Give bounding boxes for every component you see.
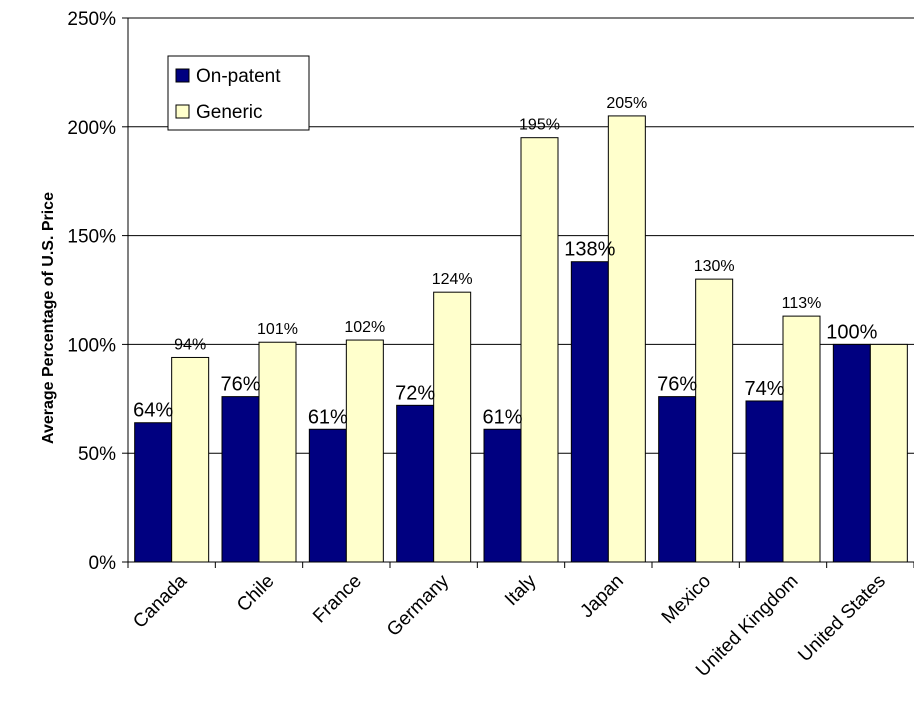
bar-on-patent-canada bbox=[134, 422, 173, 563]
bar-generic-united-kingdom bbox=[782, 315, 821, 563]
y-tick-label: 200% bbox=[67, 118, 116, 139]
data-label-generic-chile: 101% bbox=[257, 321, 298, 338]
data-label-on-patent-mexico: 76% bbox=[657, 374, 697, 396]
bar-on-patent-japan bbox=[570, 261, 609, 563]
bar-generic-mexico bbox=[695, 278, 734, 563]
x-tick-label-france: France bbox=[309, 571, 366, 628]
bar-on-patent-chile bbox=[221, 396, 260, 563]
x-tick-label-canada: Canada bbox=[129, 570, 191, 632]
bar-generic-italy bbox=[520, 137, 559, 563]
y-tick-label: 0% bbox=[89, 553, 117, 574]
data-label-on-patent-japan: 138% bbox=[564, 239, 615, 261]
x-tick-labels: Canada Chile France Germany Italy Japan Mexico… bbox=[129, 570, 890, 681]
y-tick-labels: 0% 50% 100% 150% 200% 250% bbox=[67, 9, 116, 574]
bar-generic-united-states bbox=[869, 343, 908, 563]
bars bbox=[134, 115, 908, 563]
bar-on-patent-united-kingdom bbox=[745, 400, 784, 563]
legend-swatch-generic bbox=[175, 104, 190, 119]
y-tick-label: 250% bbox=[67, 9, 116, 30]
y-axis-label: Average Percentage of U.S. Price bbox=[40, 192, 57, 444]
data-label-generic-japan: 205% bbox=[606, 95, 647, 112]
x-tick-label-germany: Germany bbox=[383, 570, 453, 640]
data-label-on-patent-france: 61% bbox=[308, 406, 348, 428]
data-label-generic-canada: 94% bbox=[174, 336, 206, 353]
bar-on-patent-united-states bbox=[832, 343, 871, 563]
legend-label-generic: Generic bbox=[196, 102, 263, 123]
legend-label-on-patent: On-patent bbox=[196, 66, 281, 87]
data-label-on-patent-italy: 61% bbox=[482, 406, 522, 428]
legend-swatch-on-patent bbox=[175, 68, 190, 83]
data-label-on-patent-canada: 64% bbox=[133, 400, 173, 422]
x-tick-label-japan: Japan bbox=[576, 571, 627, 622]
data-label-generic-germany: 124% bbox=[432, 271, 473, 288]
x-tick-label-italy: Italy bbox=[501, 570, 541, 610]
data-labels: 64% 94% 76% 101% 61% 102% 72% 124% 61% 195% 138% 20… bbox=[133, 95, 877, 428]
bar-generic-chile bbox=[258, 341, 297, 563]
data-label-generic-france: 102% bbox=[344, 319, 385, 336]
bar-generic-france bbox=[345, 339, 384, 563]
x-tick-label-chile: Chile bbox=[233, 571, 278, 616]
x-tick-label-mexico: Mexico bbox=[658, 571, 715, 628]
bar-generic-germany bbox=[433, 291, 472, 563]
legend: On-patent Generic bbox=[167, 55, 310, 131]
y-tick-label: 150% bbox=[67, 227, 116, 248]
bar-generic-canada bbox=[171, 356, 210, 563]
data-label-on-patent-united-states: 100% bbox=[826, 321, 877, 343]
bar-on-patent-italy bbox=[483, 428, 522, 563]
bar-on-patent-germany bbox=[396, 404, 435, 563]
data-label-generic-mexico: 130% bbox=[694, 258, 735, 275]
y-tick-label: 100% bbox=[67, 335, 116, 356]
bar-generic-japan bbox=[607, 115, 646, 563]
data-label-generic-united-kingdom: 113% bbox=[782, 295, 822, 312]
x-tick-label-united-states: United States bbox=[794, 571, 890, 667]
data-label-on-patent-germany: 72% bbox=[395, 382, 435, 404]
y-tick-label: 50% bbox=[78, 444, 116, 465]
data-label-generic-italy: 195% bbox=[519, 117, 560, 134]
data-label-on-patent-united-kingdom: 74% bbox=[744, 378, 784, 400]
data-label-on-patent-chile: 76% bbox=[220, 374, 260, 396]
bar-on-patent-mexico bbox=[658, 396, 697, 563]
axes bbox=[127, 18, 914, 568]
legend-box bbox=[167, 55, 310, 131]
bar-on-patent-france bbox=[308, 428, 347, 563]
